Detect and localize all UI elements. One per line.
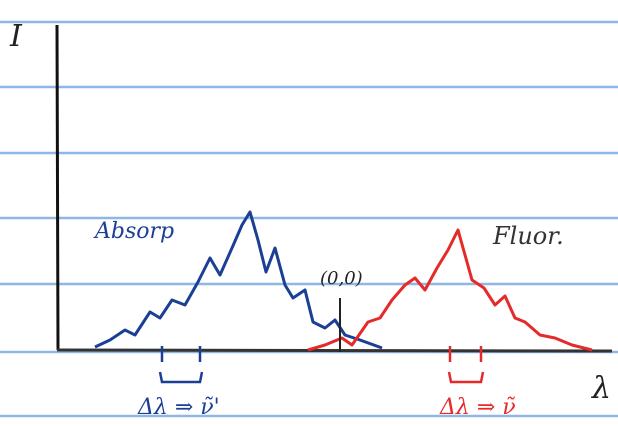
notebook-sketch: I λ Absorp Fluor. (0,0) Δλ ⇒ ν̃' Δλ ⇒ ν̃ bbox=[0, 0, 618, 426]
fluorescence-label: Fluor. bbox=[492, 222, 564, 250]
x-axis-label: λ bbox=[591, 371, 611, 406]
x-axis bbox=[57, 350, 612, 351]
origin-label: (0,0) bbox=[320, 268, 363, 289]
absorption-annotation: Δλ ⇒ ν̃' bbox=[137, 395, 220, 420]
fluorescence-annotation: Δλ ⇒ ν̃ bbox=[439, 395, 516, 420]
paper bbox=[0, 0, 618, 426]
y-axis bbox=[57, 25, 58, 350]
absorption-label: Absorp bbox=[93, 219, 174, 244]
y-axis-label: I bbox=[9, 19, 23, 54]
